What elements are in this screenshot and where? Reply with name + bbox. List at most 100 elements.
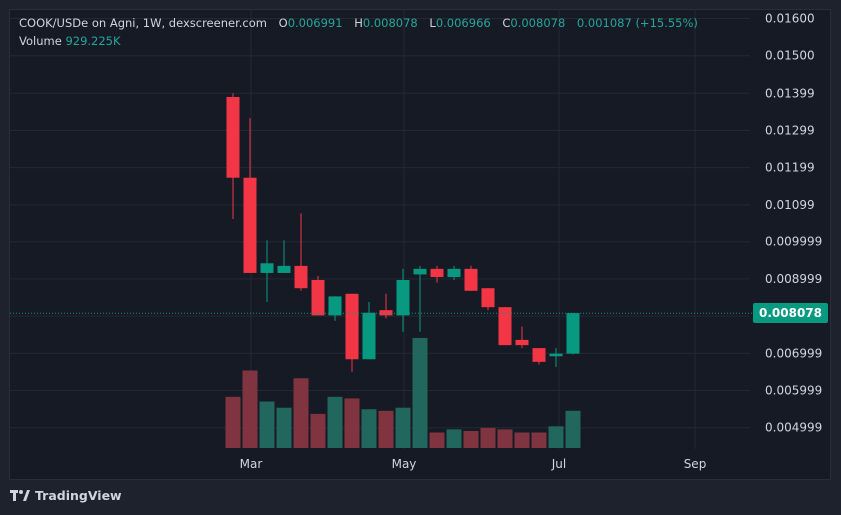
volume-bar xyxy=(497,429,513,448)
volume-bar xyxy=(412,337,428,448)
candle-body xyxy=(430,268,444,278)
candles xyxy=(226,93,580,372)
volume-bar xyxy=(548,426,564,448)
y-tick-label: 0.01399 xyxy=(765,86,815,100)
candle[interactable] xyxy=(328,296,342,321)
candle[interactable] xyxy=(396,268,410,332)
close-value: 0.008078 xyxy=(510,16,566,30)
y-tick-label: 0.004999 xyxy=(765,421,822,435)
last-price-badge: 0.008078 xyxy=(753,303,828,323)
x-tick-label: Jul xyxy=(551,457,566,471)
y-tick-label: 0.006999 xyxy=(765,346,822,360)
volume-bar xyxy=(378,410,394,448)
y-tick-label: 0.01500 xyxy=(765,49,815,63)
candle-body xyxy=(345,293,359,360)
volume-bar xyxy=(276,407,292,448)
volume-bar xyxy=(480,427,496,448)
volume-bar xyxy=(293,378,309,448)
volume-bar xyxy=(310,413,326,448)
change-value: 0.001087 (+15.55%) xyxy=(576,16,698,30)
symbol-title[interactable]: COOK/USDe on Agni, 1W, dexscreener.com xyxy=(19,16,267,30)
low-label: L xyxy=(429,16,436,30)
y-tick-label: 0.01299 xyxy=(765,123,815,137)
candle[interactable] xyxy=(345,293,359,372)
volume-bar xyxy=(327,396,343,448)
volume-bar xyxy=(242,370,258,448)
tradingview-branding[interactable]: TradingView xyxy=(10,488,122,503)
candle[interactable] xyxy=(277,240,291,273)
candle[interactable] xyxy=(379,293,393,319)
candle[interactable] xyxy=(515,326,529,349)
volume-bar xyxy=(429,432,445,448)
y-tick-label: 0.008999 xyxy=(765,272,822,286)
low-value: 0.006966 xyxy=(435,16,491,30)
y-tick-label: 0.01600 xyxy=(765,12,815,26)
volume-value: 929.225K xyxy=(65,34,121,48)
candle-body xyxy=(498,307,512,346)
volume-bars xyxy=(225,337,581,448)
x-tick-label: Sep xyxy=(684,457,707,471)
candle-body xyxy=(566,313,580,354)
candle-body xyxy=(413,268,427,275)
x-tick-label: May xyxy=(392,457,417,471)
open-value: 0.006991 xyxy=(287,16,343,30)
candle[interactable] xyxy=(549,348,563,368)
candle[interactable] xyxy=(260,240,274,302)
candle[interactable] xyxy=(532,348,546,365)
candle[interactable] xyxy=(311,275,325,316)
candle-body xyxy=(464,268,478,291)
chart-legend: COOK/USDe on Agni, 1W, dexscreener.com O… xyxy=(19,14,698,50)
volume-bar xyxy=(565,410,581,448)
candle-body xyxy=(532,348,546,362)
legend-ohlc-row: COOK/USDe on Agni, 1W, dexscreener.com O… xyxy=(19,14,698,32)
candle-body xyxy=(396,280,410,316)
candle[interactable] xyxy=(481,288,495,311)
candle[interactable] xyxy=(413,265,427,332)
candle[interactable] xyxy=(294,213,308,291)
high-value: 0.008078 xyxy=(362,16,418,30)
volume-bar xyxy=(463,430,479,448)
candle-body xyxy=(549,353,563,357)
candle-body xyxy=(226,96,240,178)
y-tick-label: 0.009999 xyxy=(765,235,822,249)
candle[interactable] xyxy=(447,265,461,281)
x-tick-label: Mar xyxy=(240,457,263,471)
candle-body xyxy=(362,312,376,360)
close-label: C xyxy=(502,16,511,30)
candle-body xyxy=(294,265,308,289)
candle[interactable] xyxy=(243,118,257,273)
volume-bar xyxy=(361,409,377,448)
candle-body xyxy=(515,339,529,346)
candle[interactable] xyxy=(566,313,580,355)
candle-body xyxy=(243,177,257,273)
candle[interactable] xyxy=(362,301,376,360)
tradingview-logo-icon xyxy=(10,489,30,502)
y-tick-label: 0.01099 xyxy=(765,198,815,212)
candle-body xyxy=(260,263,274,273)
branding-label: TradingView xyxy=(35,488,122,503)
grid-lines xyxy=(10,10,750,449)
candle-body xyxy=(277,265,291,273)
candle-body xyxy=(447,268,461,278)
y-tick-label: 0.01199 xyxy=(765,161,815,175)
candle[interactable] xyxy=(464,265,478,291)
candle[interactable] xyxy=(226,93,240,220)
time-axis[interactable]: Mar May Jul Sep xyxy=(240,457,707,471)
candle-body xyxy=(481,288,495,308)
candle[interactable] xyxy=(430,265,444,283)
volume-bar xyxy=(395,407,411,448)
volume-label: Volume xyxy=(19,34,62,48)
legend-volume-row: Volume 929.225K xyxy=(19,32,698,50)
y-tick-label: 0.005999 xyxy=(765,384,822,398)
candle-body xyxy=(328,296,342,316)
volume-bar xyxy=(259,401,275,448)
price-axis[interactable]: 0.01600 0.01500 0.01399 0.01299 0.01199 0.010… xyxy=(765,12,822,435)
open-label: O xyxy=(278,16,288,30)
volume-bar xyxy=(225,396,241,448)
candle-body xyxy=(311,280,325,316)
volume-bar xyxy=(446,429,462,448)
volume-bar xyxy=(514,432,530,448)
volume-bar xyxy=(344,398,360,448)
high-label: H xyxy=(354,16,363,30)
